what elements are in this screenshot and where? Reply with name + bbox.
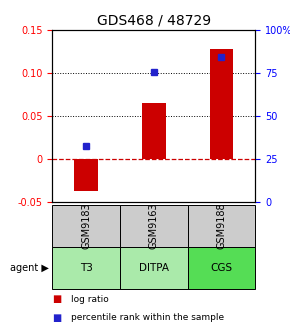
Text: GSM9188: GSM9188	[216, 203, 226, 249]
Title: GDS468 / 48729: GDS468 / 48729	[97, 14, 211, 28]
Text: CGS: CGS	[210, 263, 232, 273]
Text: ■: ■	[52, 294, 61, 304]
Bar	[142, 103, 166, 159]
Text: log ratio: log ratio	[71, 295, 109, 303]
Text: percentile rank within the sample: percentile rank within the sample	[71, 313, 224, 322]
Text: GSM9183: GSM9183	[81, 203, 91, 249]
Text: DITPA: DITPA	[139, 263, 169, 273]
Text: GSM9163: GSM9163	[149, 203, 159, 249]
Text: agent ▶: agent ▶	[10, 263, 49, 273]
Bar	[74, 159, 98, 191]
Text: T3: T3	[79, 263, 93, 273]
Bar	[209, 49, 233, 159]
Text: ■: ■	[52, 312, 61, 323]
